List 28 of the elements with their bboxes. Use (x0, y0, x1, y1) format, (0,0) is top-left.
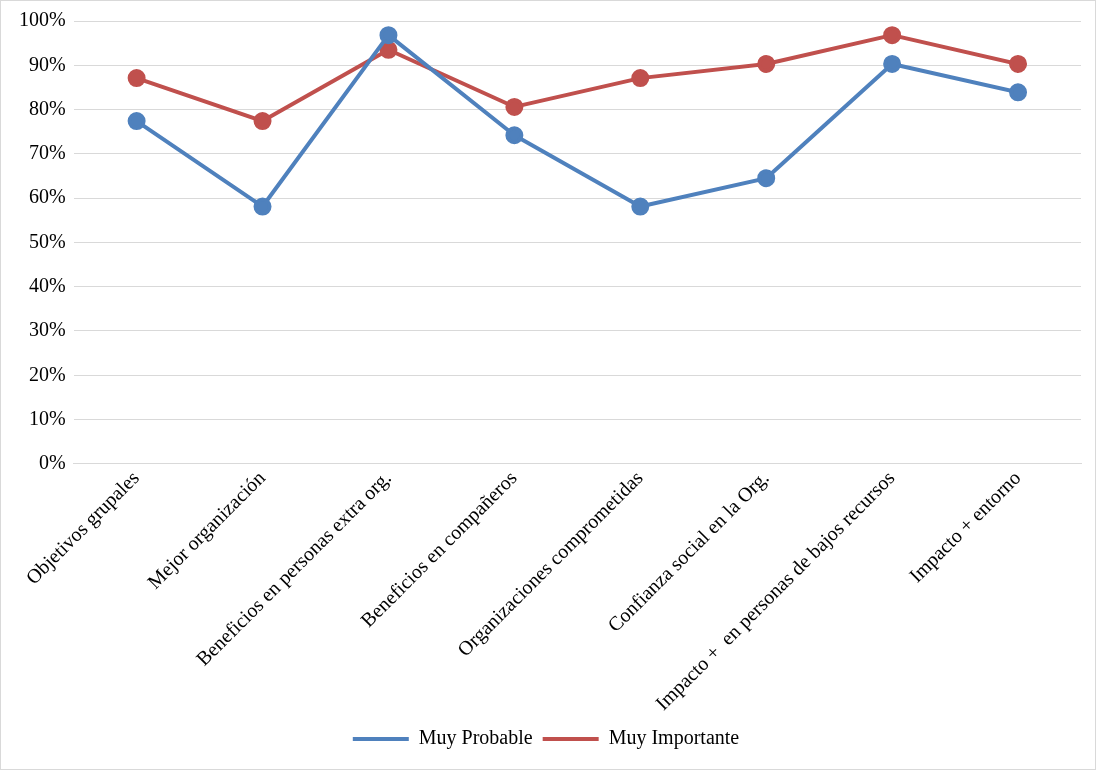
y-tick-label: 20% (28, 362, 66, 385)
y-tick-label: 10% (28, 406, 66, 429)
y-tick-label: 80% (28, 96, 66, 119)
y-tick-label: 60% (28, 185, 66, 208)
y-tick-label: 50% (28, 229, 66, 252)
y-tick-label: 0% (38, 451, 66, 474)
point (379, 26, 398, 45)
point (1009, 54, 1028, 73)
point (127, 112, 146, 131)
point (253, 112, 272, 131)
y-tick-label: 90% (28, 52, 66, 75)
point (757, 169, 776, 188)
point (883, 26, 902, 45)
point (127, 69, 146, 88)
point (1009, 83, 1028, 102)
legend-label: Muy Importante (608, 726, 740, 750)
legend-label: Muy Probable (418, 726, 533, 750)
y-tick-label: 40% (28, 273, 66, 296)
point (253, 197, 272, 216)
point (757, 54, 776, 73)
y-tick-label: 70% (28, 141, 66, 164)
point (505, 126, 524, 145)
y-tick-label: 30% (28, 318, 66, 341)
point (631, 69, 650, 88)
y-tick-label: 100% (18, 8, 66, 31)
point (883, 54, 902, 73)
point (631, 197, 650, 216)
point (505, 97, 524, 116)
